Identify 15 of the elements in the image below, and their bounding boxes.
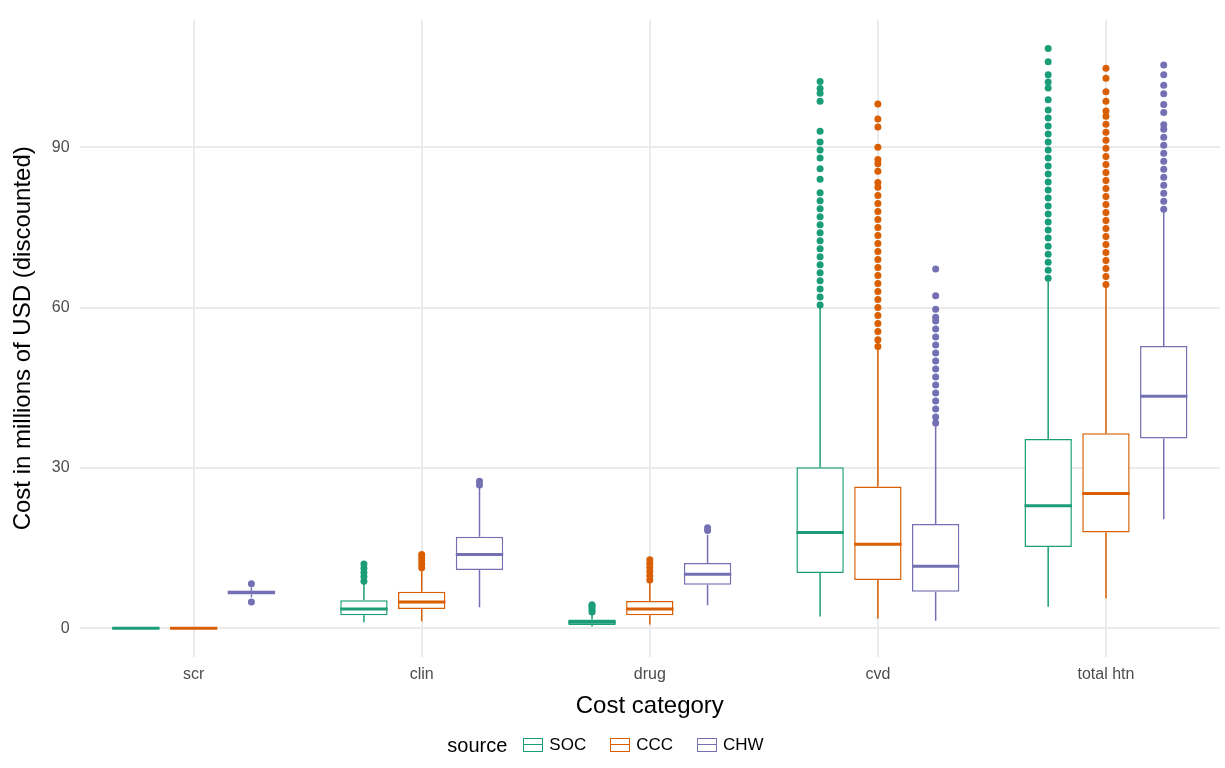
y-tick-label: 60 [51,297,70,315]
legend-label: SOC [549,735,587,755]
y-tick-label: 0 [60,618,70,636]
x-tick-label: clin [409,665,434,683]
legend-title: source [447,733,508,757]
x-tick-label: cvd [865,665,891,683]
legend-label: CHW [723,735,764,755]
y-axis-title: Cost in millions of USD (discounted) [8,146,36,531]
x-tick-label: drug [633,665,666,683]
x-tick-label: scr [182,665,205,683]
x-tick-label: total htn [1077,665,1135,683]
legend-label: CCC [636,735,674,755]
y-tick-label: 90 [51,137,70,155]
x-axis-title: Cost category [575,691,724,719]
y-tick-label: 30 [51,458,70,476]
